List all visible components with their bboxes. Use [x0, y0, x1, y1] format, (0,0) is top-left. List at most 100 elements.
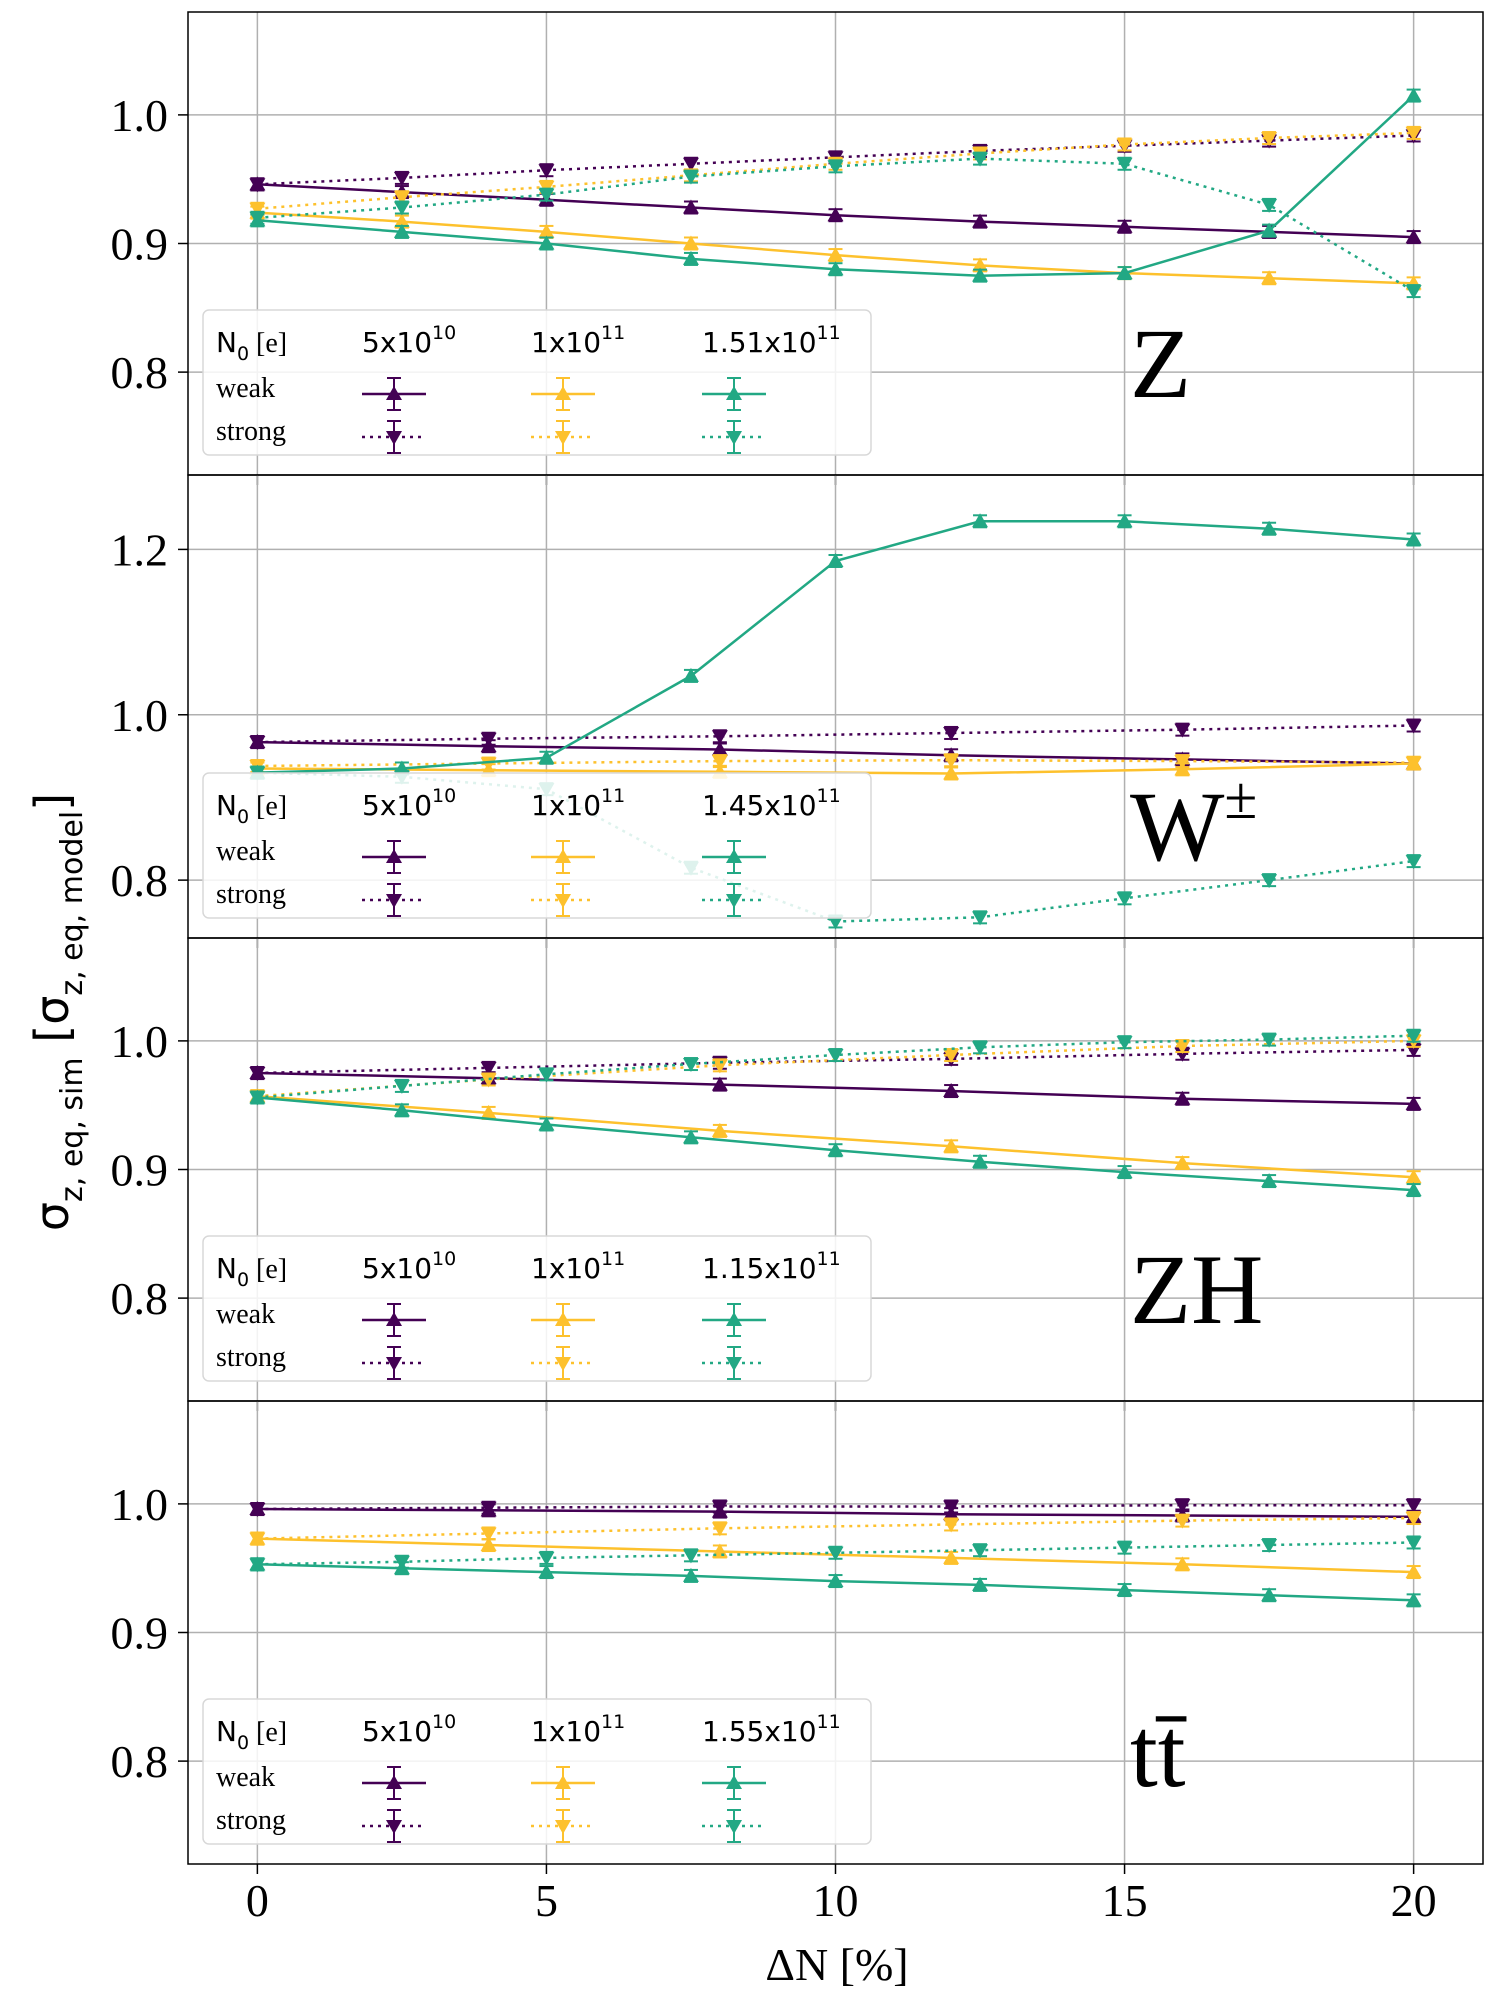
legend-header: N0 [e] — [216, 1715, 287, 1754]
data-point — [249, 1067, 266, 1082]
data-point — [943, 1549, 960, 1564]
data-point — [480, 1537, 497, 1552]
data-point — [682, 1129, 699, 1144]
legend-marker-strong — [386, 431, 402, 445]
data-point — [1261, 270, 1278, 285]
y-tick-label: 1.2 — [111, 524, 169, 575]
data-point — [943, 1138, 960, 1153]
legend-marker-weak — [386, 1312, 402, 1326]
data-point — [827, 552, 844, 567]
legend-column-header: 1.51x1011 — [702, 322, 841, 359]
panel-frame — [187, 1400, 1484, 1865]
data-point — [249, 1532, 266, 1547]
data-point — [480, 1501, 497, 1516]
x-tick-label: 10 — [813, 1875, 859, 1926]
data-point — [827, 261, 844, 276]
data-point — [972, 1544, 989, 1559]
data-point — [249, 1503, 266, 1518]
series-line — [257, 157, 1415, 293]
data-point — [1116, 218, 1133, 233]
legend-marker-weak — [386, 386, 402, 400]
data-point — [711, 755, 728, 770]
data-point — [1405, 1499, 1422, 1514]
series-high-strong — [249, 151, 1422, 300]
data-point — [249, 211, 266, 226]
x-tick-label: 5 — [535, 1875, 558, 1926]
x-tick-label: 15 — [1102, 1875, 1148, 1926]
data-point — [393, 1555, 410, 1570]
legend-column-header: 1x1011 — [531, 1711, 625, 1748]
process-label: W± — [1130, 765, 1257, 882]
legend-column-header: 1x1011 — [531, 785, 625, 822]
data-point — [480, 1061, 497, 1076]
data-point — [682, 170, 699, 185]
x-axis-label: ΔN [%] — [765, 1939, 908, 1990]
legend-marker-weak — [555, 849, 571, 863]
data-point — [538, 1068, 555, 1083]
legend-marker-weak — [726, 1312, 742, 1326]
panel-1: 0.8 0.9 1.0 N0 [e] weak strong 5x1010 1x1011 1.5… — [111, 11, 1484, 485]
legend-row-weak: weak — [216, 373, 275, 404]
data-point — [1116, 1036, 1133, 1051]
data-point — [1405, 1564, 1422, 1579]
legend-column-header: 5x1010 — [362, 1711, 456, 1748]
data-point — [1116, 1541, 1133, 1556]
y-tick-label: 0.8 — [111, 347, 169, 398]
data-point — [1405, 855, 1422, 870]
data-point — [393, 201, 410, 216]
legend-box — [202, 772, 872, 919]
data-point — [538, 164, 555, 179]
data-point — [480, 1104, 497, 1119]
data-point — [1261, 1587, 1278, 1602]
data-point — [972, 257, 989, 272]
legend-marker-weak — [555, 1775, 571, 1789]
data-point — [249, 202, 266, 217]
legend-marker-strong — [726, 894, 742, 908]
series-high-weak — [249, 87, 1422, 283]
legend-header: N0 [e] — [216, 326, 287, 365]
legend-marker-strong — [726, 1357, 742, 1371]
legend-header: N0 [e] — [216, 1252, 287, 1291]
legend-column-header: 5x1010 — [362, 322, 456, 359]
legend-marker-strong — [555, 894, 571, 908]
data-point — [1174, 1499, 1191, 1514]
data-point — [827, 915, 844, 930]
legend-box — [202, 1235, 872, 1382]
data-point — [480, 1073, 497, 1088]
data-point — [1261, 1539, 1278, 1554]
legend-row-strong: strong — [216, 879, 286, 910]
panel-4: 0.8 0.9 1.0 0 5 10 15 20 N0 [e] weak strong 5x1010 1… — [111, 1400, 1484, 1926]
data-point — [1405, 1512, 1422, 1527]
data-point — [538, 235, 555, 250]
y-tick-label: 1.0 — [111, 1479, 169, 1530]
data-point — [1405, 229, 1422, 244]
data-point — [1174, 1556, 1191, 1571]
series-line — [257, 1516, 1414, 1540]
data-point — [1405, 1169, 1422, 1184]
data-point — [1405, 1182, 1422, 1197]
x-tick-label: 0 — [246, 1875, 269, 1926]
legend: N0 [e] weak strong 5x1010 1x1011 1.45x1011 — [202, 772, 872, 919]
data-point — [682, 1549, 699, 1564]
data-point — [711, 730, 728, 745]
legend-column-header: 5x1010 — [362, 785, 456, 822]
legend-marker-weak — [726, 386, 742, 400]
data-point — [538, 749, 555, 764]
legend-marker-weak — [726, 849, 742, 863]
data-point — [682, 157, 699, 172]
series-line — [257, 724, 1414, 744]
series-low-strong — [249, 718, 1422, 751]
data-point — [827, 247, 844, 262]
series-high-strong — [249, 1028, 1422, 1106]
legend-row-weak: weak — [216, 1299, 275, 1330]
series-line — [257, 1071, 1414, 1106]
data-point — [827, 160, 844, 175]
data-point — [827, 1573, 844, 1588]
y-tick-label: 0.9 — [111, 219, 169, 270]
data-point — [249, 1558, 266, 1573]
data-point — [1174, 1040, 1191, 1055]
legend-marker-strong — [386, 1357, 402, 1371]
data-point — [711, 1059, 728, 1074]
data-point — [943, 1049, 960, 1064]
